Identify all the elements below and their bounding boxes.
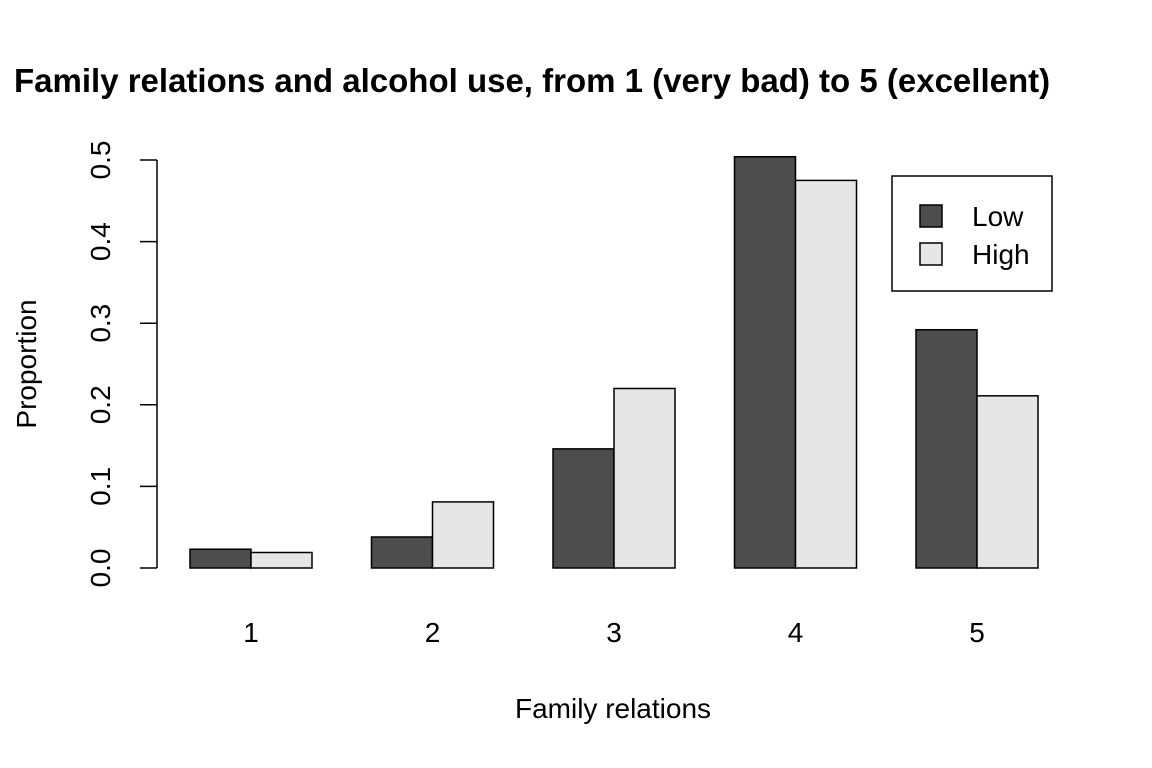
y-tick-label: 0.5 (85, 141, 116, 180)
x-tick-labels: 1 2 3 4 5 (243, 617, 985, 648)
x-tick-label: 2 (425, 617, 441, 648)
y-tick-label: 0.4 (85, 222, 116, 261)
legend-label-high: High (972, 239, 1030, 270)
bar-low-3 (552, 448, 615, 569)
bar-high-4 (794, 179, 858, 569)
x-axis-label: Family relations (515, 693, 711, 724)
chart-title: Family relations and alcohol use, from 1… (14, 62, 1050, 99)
bar-low-1 (189, 548, 252, 569)
bar-low-2 (370, 536, 434, 569)
x-tick-label: 4 (788, 617, 804, 648)
y-tick-label: 0.2 (85, 385, 116, 424)
legend-swatch-low (919, 204, 943, 228)
bar-high-1 (250, 551, 313, 569)
y-axis: 0.0 0.1 0.2 0.3 0.4 0.5 (85, 141, 158, 588)
y-tick-label: 0.1 (85, 467, 116, 506)
bar-low-4 (733, 155, 797, 569)
legend-box (891, 175, 1053, 292)
y-tick-label: 0.0 (85, 549, 116, 588)
legend-swatch-high (919, 242, 943, 266)
bar-low-5 (915, 328, 978, 569)
bar-high-2 (431, 501, 495, 569)
x-tick-label: 5 (969, 617, 985, 648)
legend-label-low: Low (972, 201, 1024, 232)
y-axis-label: Proportion (11, 299, 42, 428)
y-tick-label: 0.3 (85, 304, 116, 343)
x-tick-label: 3 (606, 617, 622, 648)
bar-high-5 (976, 395, 1039, 569)
x-tick-label: 1 (243, 617, 259, 648)
bars (189, 155, 1039, 569)
legend: Low High (891, 175, 1053, 292)
bar-high-3 (613, 387, 676, 569)
